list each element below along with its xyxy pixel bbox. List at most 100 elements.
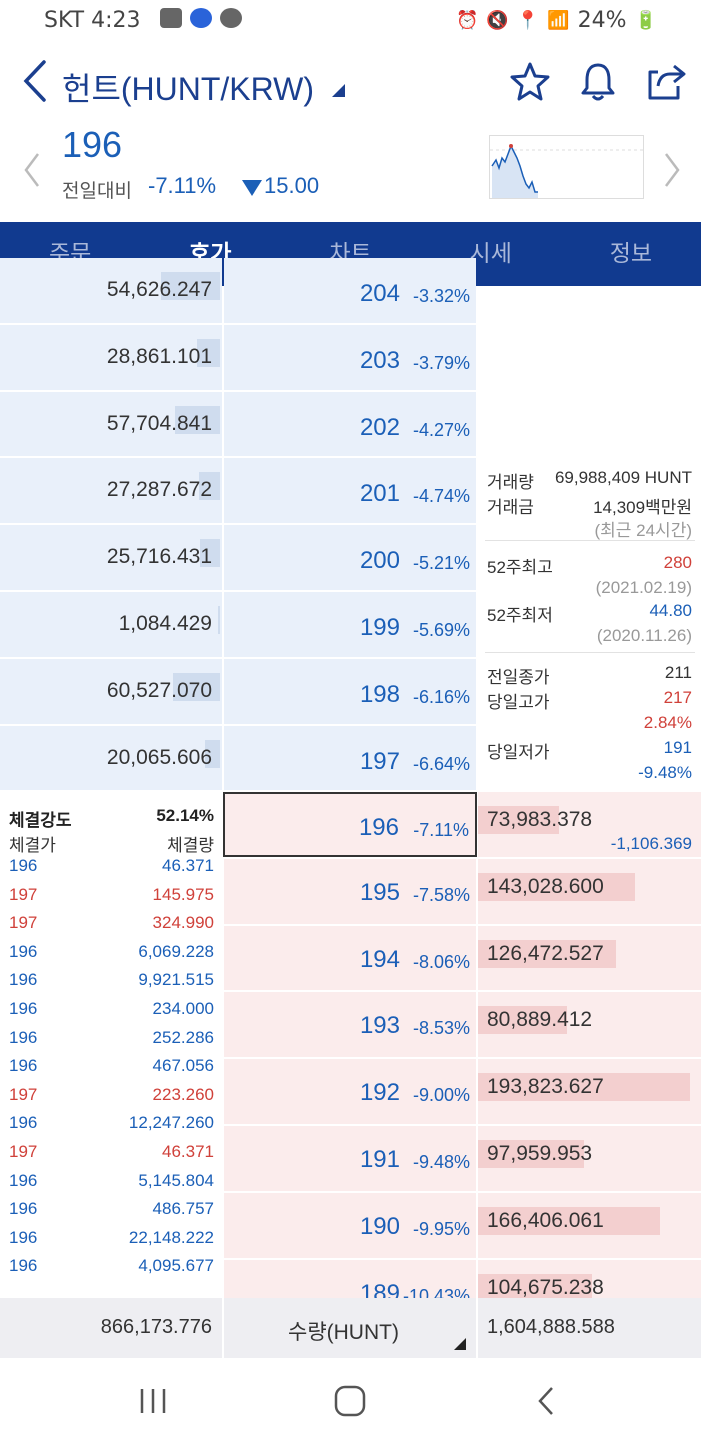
trade-price: 197 <box>9 913 38 933</box>
bid-volume-cell[interactable]: 80,889.412 <box>478 992 701 1058</box>
bid-volume-cell[interactable]: 143,028.600 <box>478 858 701 924</box>
trade-price: 196 <box>9 1199 38 1219</box>
ask-price: 203 <box>359 346 400 374</box>
bid-change-pct: -8.06% <box>412 951 470 972</box>
back-button[interactable] <box>16 56 56 106</box>
ask-volume-cell[interactable]: 25,716.431 <box>0 525 222 590</box>
day-high-value: 217 <box>663 688 692 707</box>
battery-icon: 🔋 <box>634 10 657 31</box>
alert-button[interactable] <box>576 60 620 104</box>
trade-qty: 234.000 <box>152 999 214 1018</box>
unit-label: 수량(HUNT) <box>288 1321 399 1344</box>
carrier-time: SKT 4:23 <box>44 8 141 33</box>
ask-change-pct: -4.74% <box>412 486 470 507</box>
bid-price-cell[interactable]: 192 -9.00% <box>224 1059 476 1124</box>
bid-price-cell[interactable]: 190 -9.95% <box>224 1192 476 1258</box>
divider <box>485 540 695 541</box>
low52-label: 52주최저 <box>487 606 553 625</box>
ask-volume-cell[interactable]: 27,287.672 <box>0 458 222 524</box>
trade-qty: 46.371 <box>162 856 214 875</box>
trade-qty: 252.286 <box>152 1027 214 1047</box>
bid-price-cell[interactable]: 193 -8.53% <box>224 992 476 1058</box>
ask-volume-bar <box>161 272 220 300</box>
bid-volume-cell[interactable]: 193,823.627 <box>478 1059 701 1124</box>
ask-price-cell[interactable]: 204 -3.32% <box>224 258 476 323</box>
bid-price-cell[interactable]: 195 -7.58% <box>224 858 476 924</box>
ask-volume-cell[interactable]: 28,861.101 <box>0 324 222 390</box>
bid-price-cell[interactable]: 196 -7.11% <box>223 792 477 857</box>
recent-apps-button[interactable] <box>136 1386 172 1420</box>
trade-qty: 486.757 <box>152 1199 214 1219</box>
bid-volume-cell[interactable]: 73,983.378 -1,106.369 <box>478 792 701 857</box>
bid-volume-cell[interactable]: 126,472.527 <box>478 925 701 991</box>
unit-selector[interactable]: 수량(HUNT) <box>224 1298 476 1358</box>
ask-volume-cell[interactable]: 54,626.247 <box>0 258 222 323</box>
bid-price: 192 <box>359 1079 400 1107</box>
ask-price-cell[interactable]: 199 -5.69% <box>224 592 476 657</box>
ask-total-cell: 866,173.776 <box>0 1298 222 1358</box>
trade-qty: 145.975 <box>152 884 214 904</box>
prev-close-value: 211 <box>664 663 692 682</box>
trade-qty-header: 체결량 <box>167 836 214 855</box>
ask-change-pct: -6.16% <box>412 686 470 707</box>
status-bar: SKT 4:23 ⏰ 🔇 📍 📶 24% 🔋 <box>0 0 701 44</box>
bid-price-cell[interactable]: 191 -9.48% <box>224 1126 476 1191</box>
ask-price-cell[interactable]: 203 -3.79% <box>224 324 476 390</box>
bid-volume-cell[interactable]: 97,959.953 <box>478 1126 701 1191</box>
tab-quotes[interactable]: 시세 <box>421 222 561 286</box>
sparkline <box>490 144 643 198</box>
prev-market-button[interactable] <box>22 150 42 199</box>
favorite-button[interactable] <box>508 60 552 104</box>
system-back-icon <box>538 1387 553 1415</box>
home-button[interactable] <box>333 1384 367 1422</box>
prev-close-label: 전일종가 <box>487 668 550 687</box>
ask-change-pct: -5.21% <box>412 553 470 574</box>
trade-price: 197 <box>9 1142 38 1161</box>
trade-price: 196 <box>9 1056 38 1076</box>
bid-price: 195 <box>359 878 400 906</box>
ask-volume-bar <box>197 338 220 367</box>
bid-volume: 97,959.953 <box>487 1142 593 1165</box>
share-button[interactable] <box>644 60 688 104</box>
app-notification-icon <box>190 8 212 28</box>
ask-volume-cell[interactable]: 60,527.070 <box>0 658 222 724</box>
tab-info-label: 정보 <box>609 241 653 267</box>
ask-price-cell[interactable]: 198 -6.16% <box>224 658 476 724</box>
ask-price-cell[interactable]: 201 -4.74% <box>224 458 476 524</box>
ask-volume: 57,704.841 <box>106 411 212 435</box>
ask-volume-cell[interactable]: 1,084.429 <box>0 592 222 657</box>
ask-volume-cell[interactable]: 20,065.606 <box>0 725 222 791</box>
ask-volume: 27,287.672 <box>106 478 212 502</box>
ask-price: 198 <box>359 680 400 708</box>
market-title[interactable]: 헌트(HUNT/KRW) <box>62 71 315 107</box>
chevron-right-icon <box>665 153 680 187</box>
ask-price: 202 <box>359 413 400 441</box>
bid-volume-bar <box>478 872 635 901</box>
back-icon <box>23 60 46 102</box>
ask-volume-cell[interactable]: 57,704.841 <box>0 391 222 457</box>
bid-volume-cell[interactable]: 166,406.061 <box>478 1192 701 1258</box>
mini-chart[interactable] <box>489 135 644 199</box>
bid-volume: 143,028.600 <box>487 874 604 898</box>
day-low-value: 191 <box>663 738 692 757</box>
high52-date: (2021.02.19) <box>595 578 692 597</box>
trade-qty: 223.260 <box>152 1084 214 1104</box>
next-market-button[interactable] <box>662 150 682 199</box>
trade-qty: 4,095.677 <box>138 1256 214 1276</box>
market-dropdown-icon[interactable] <box>332 84 345 97</box>
chat-icon <box>220 8 242 28</box>
system-back-button[interactable] <box>534 1384 558 1422</box>
trade-qty: 6,069.228 <box>138 941 214 961</box>
bid-price-cell[interactable]: 194 -8.06% <box>224 925 476 991</box>
change-amount: 15.00 <box>264 173 320 198</box>
change-percent: -7.11% <box>148 173 217 198</box>
ask-price-cell[interactable]: 200 -5.21% <box>224 525 476 590</box>
ask-price-cell[interactable]: 197 -6.64% <box>224 725 476 791</box>
ask-price-cell[interactable]: 202 -4.27% <box>224 391 476 457</box>
ask-volume: 28,861.101 <box>106 344 212 368</box>
bid-volume: 126,472.527 <box>487 941 604 965</box>
tab-info[interactable]: 정보 <box>561 222 701 286</box>
bid-volume-bar <box>478 939 616 968</box>
ask-volume-bar <box>199 472 220 501</box>
